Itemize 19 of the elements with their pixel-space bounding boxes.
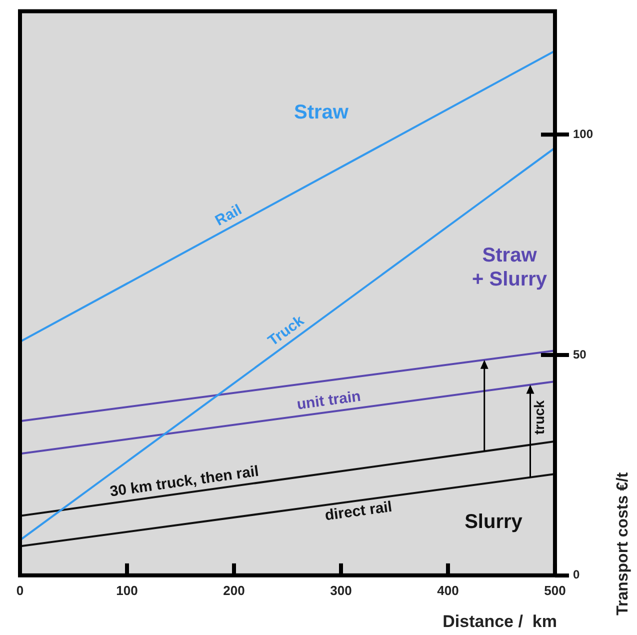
x-tick-label: 300: [330, 582, 352, 598]
x-tick-label: 400: [437, 582, 459, 598]
annotation: truck: [530, 400, 547, 435]
x-tick-label: 0: [16, 582, 24, 598]
x-tick-label: 100: [116, 582, 138, 598]
text: unit train: [296, 388, 362, 414]
x-tick-label: 500: [544, 582, 566, 598]
y-tick-label: 0: [572, 568, 580, 582]
x-axis-title: Distance / km: [442, 612, 557, 632]
text: direct rail: [324, 498, 394, 524]
x-tick-label: 200: [223, 582, 245, 598]
y-tick-label: 100: [572, 126, 594, 141]
y-tick-label: 50: [572, 347, 587, 362]
y-axis-title: Transport costs €/t: [614, 472, 632, 616]
annotation: Slurry: [464, 510, 524, 533]
annotation: Straw + Slurry: [472, 244, 548, 290]
text: 30 km truck, then rail: [108, 462, 260, 500]
text: Rail: [212, 201, 245, 230]
annotation: Straw: [294, 101, 349, 124]
